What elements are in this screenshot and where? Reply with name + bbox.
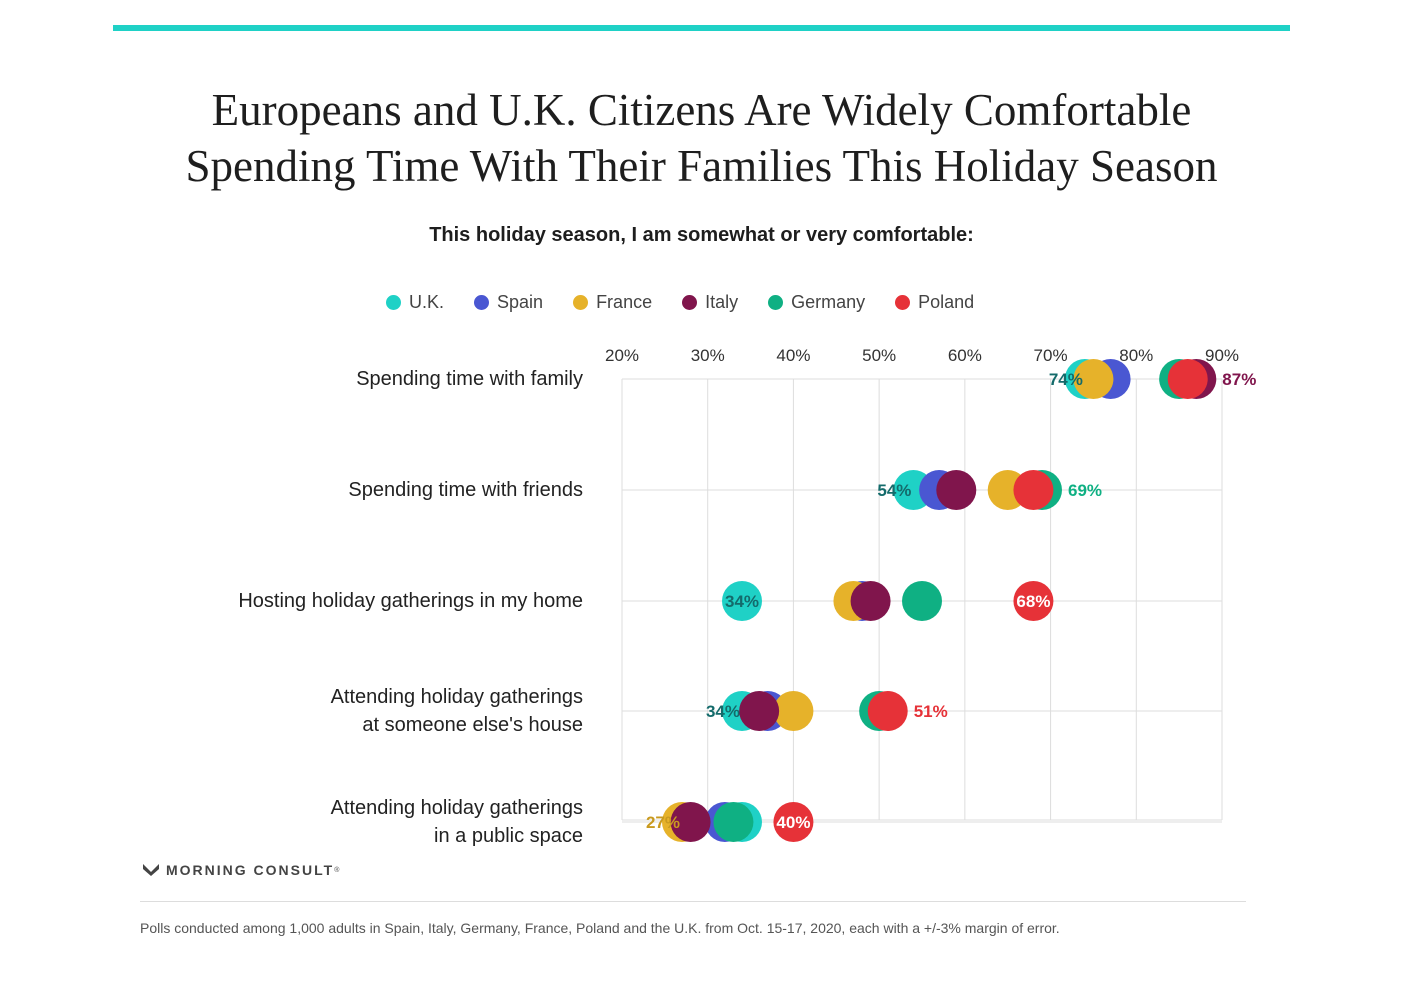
category-label-line: in a public space bbox=[434, 825, 583, 847]
dot-france bbox=[773, 691, 814, 731]
legend-label: Spain bbox=[497, 291, 544, 312]
dot-poland bbox=[867, 691, 908, 731]
category-label-line: Spending time with family bbox=[356, 368, 583, 390]
category-label-line: Hosting holiday gatherings in my home bbox=[238, 590, 583, 612]
legend-item-spain: Spain bbox=[474, 292, 543, 313]
x-tick-label: 60% bbox=[948, 346, 982, 365]
category-label: Attending holiday gatherings in a public … bbox=[331, 794, 583, 850]
category-label-line: Spending time with friends bbox=[348, 479, 583, 501]
dot-italy bbox=[850, 581, 891, 621]
dot-italy bbox=[739, 691, 780, 731]
legend-label: Germany bbox=[791, 291, 866, 312]
footnote: Polls conducted among 1,000 adults in Sp… bbox=[140, 920, 1060, 936]
legend-item-uk: U.K. bbox=[386, 292, 444, 313]
x-tick-label: 80% bbox=[1119, 346, 1153, 365]
dot-poland bbox=[1167, 359, 1208, 399]
legend-item-italy: Italy bbox=[682, 292, 738, 313]
legend-dot bbox=[682, 294, 698, 310]
dot-italy bbox=[936, 470, 977, 510]
legend-dot bbox=[573, 294, 589, 310]
dot-poland bbox=[1013, 581, 1054, 621]
x-tick-label: 50% bbox=[862, 346, 896, 365]
data-label: 74% bbox=[1049, 370, 1083, 389]
brand-logo: MORNING CONSULT ® bbox=[142, 862, 339, 878]
legend-dot bbox=[895, 294, 911, 310]
x-tick-label: 90% bbox=[1205, 346, 1239, 365]
dot-uk bbox=[722, 581, 762, 621]
legend-item-germany: Germany bbox=[768, 292, 865, 313]
x-tick-label: 40% bbox=[776, 346, 810, 365]
category-label: Attending holiday gatherings at someone e… bbox=[331, 683, 583, 739]
dot-germany bbox=[713, 802, 754, 842]
data-label: 68% bbox=[1016, 592, 1050, 611]
brand-name: MORNING CONSULT bbox=[166, 862, 335, 878]
legend-label: Italy bbox=[705, 291, 739, 312]
brand-registered-mark: ® bbox=[334, 866, 340, 874]
dot-france bbox=[1073, 359, 1114, 399]
legend-label: France bbox=[596, 291, 653, 312]
legend-dot bbox=[474, 294, 490, 310]
legend-label: Poland bbox=[918, 291, 975, 312]
category-label: Spending time with friends bbox=[348, 476, 583, 504]
accent-bar bbox=[113, 25, 1290, 31]
footer-divider bbox=[140, 901, 1246, 902]
x-tick-label: 30% bbox=[691, 346, 725, 365]
category-label-line: Attending holiday gatherings bbox=[330, 797, 583, 819]
chart-title-line-2: Spending Time With Their Families This H… bbox=[185, 141, 1218, 191]
data-label: 51% bbox=[914, 702, 948, 721]
chart-title: Europeans and U.K. Citizens Are Widely C… bbox=[0, 82, 1403, 194]
morning-consult-logo-icon bbox=[143, 864, 159, 876]
legend-dot bbox=[386, 294, 401, 310]
chart-subtitle: This holiday season, I am somewhat or ve… bbox=[429, 224, 974, 246]
dot-poland bbox=[773, 802, 814, 842]
category-label: Spending time with family bbox=[356, 365, 583, 393]
data-label: 27% bbox=[646, 813, 680, 832]
category-label: Hosting holiday gatherings in my home bbox=[238, 587, 583, 615]
dot-poland bbox=[1013, 470, 1054, 510]
x-tick-label: 70% bbox=[1034, 346, 1068, 365]
legend-label: U.K. bbox=[409, 291, 445, 312]
data-label: 34% bbox=[706, 702, 740, 721]
data-label: 69% bbox=[1068, 481, 1102, 500]
data-label: 87% bbox=[1222, 370, 1256, 389]
dot-germany bbox=[902, 581, 942, 621]
legend-dot bbox=[768, 294, 784, 310]
legend: U.K. Spain France Italy Germany Poland bbox=[386, 290, 1004, 314]
data-label: 40% bbox=[776, 813, 810, 832]
category-label-line: at someone else's house bbox=[362, 714, 583, 736]
chart-title-line-1: Europeans and U.K. Citizens Are Widely C… bbox=[211, 85, 1192, 135]
x-tick-label: 20% bbox=[605, 346, 639, 365]
dot-italy bbox=[670, 802, 711, 842]
data-label: 34% bbox=[725, 592, 759, 611]
data-label: 54% bbox=[877, 481, 911, 500]
category-label-line: Attending holiday gatherings bbox=[330, 686, 583, 708]
legend-item-poland: Poland bbox=[895, 292, 974, 313]
legend-item-france: France bbox=[573, 292, 652, 313]
